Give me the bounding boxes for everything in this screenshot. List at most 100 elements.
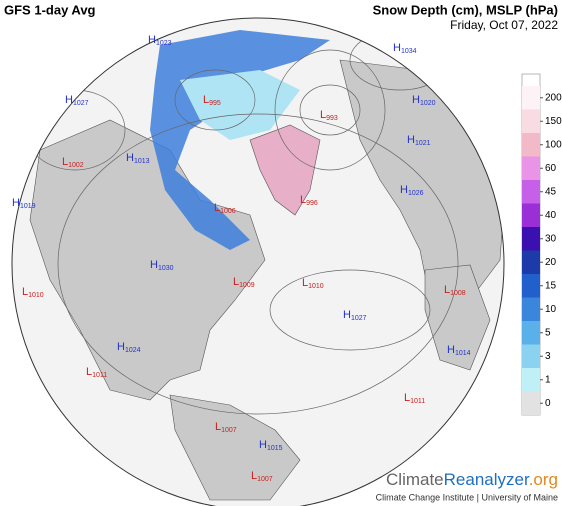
isobar bbox=[269, 269, 431, 351]
center-letter: H bbox=[126, 152, 134, 164]
colorbar-label: 20 bbox=[545, 257, 557, 268]
pressure-center: L995 bbox=[203, 94, 221, 107]
pressure-center: L1007 bbox=[215, 421, 237, 434]
greenland bbox=[249, 124, 321, 216]
colorbar-label: 3 bbox=[545, 351, 551, 362]
logo-part: .org bbox=[529, 470, 558, 489]
pressure-center: L1007 bbox=[251, 470, 273, 483]
logo-part: Reanalyzer bbox=[444, 470, 530, 489]
center-letter: L bbox=[62, 156, 68, 168]
pressure-center: H1021 bbox=[407, 134, 431, 147]
colorbar-label: 45 bbox=[545, 186, 557, 197]
center-value: 1009 bbox=[239, 282, 255, 289]
pressure-center: L1011 bbox=[86, 366, 107, 379]
center-letter: L bbox=[86, 366, 92, 378]
center-value: 1027 bbox=[73, 100, 89, 107]
colorbar-label: 40 bbox=[545, 210, 557, 221]
right-title: Snow Depth (cm), MSLP (hPa) bbox=[373, 2, 558, 17]
colorbar-label: 100 bbox=[545, 139, 562, 150]
colorbar-swatch bbox=[522, 391, 540, 415]
pressure-center: L1010 bbox=[302, 277, 324, 290]
isobar bbox=[57, 113, 459, 415]
colorbar-swatch bbox=[522, 250, 540, 274]
center-value: 1021 bbox=[415, 140, 431, 147]
pressure-center: L1006 bbox=[214, 202, 236, 215]
center-value: 1019 bbox=[20, 203, 36, 210]
center-value: 1007 bbox=[221, 427, 237, 434]
colorbar-swatch bbox=[522, 227, 540, 251]
logo-subtitle: Climate Change Institute | University of… bbox=[376, 492, 558, 502]
colorbar-swatch bbox=[522, 156, 540, 180]
center-letter: H bbox=[117, 341, 125, 353]
center-value: 1011 bbox=[410, 398, 425, 405]
center-letter: L bbox=[320, 109, 326, 121]
pressure-center: L1009 bbox=[233, 276, 255, 289]
center-value: 995 bbox=[209, 100, 221, 107]
center-value: 1034 bbox=[401, 48, 417, 55]
pressure-center: H1014 bbox=[447, 344, 471, 357]
colorbar-label: 200 bbox=[545, 92, 562, 103]
pressure-center: L1008 bbox=[444, 284, 466, 297]
pressure-center: H1026 bbox=[400, 184, 424, 197]
center-letter: H bbox=[12, 197, 20, 209]
colorbar-swatch bbox=[522, 368, 540, 392]
center-letter: H bbox=[150, 259, 158, 271]
center-letter: L bbox=[251, 470, 257, 482]
center-letter: L bbox=[404, 392, 410, 404]
center-value: 1030 bbox=[158, 265, 174, 272]
pressure-center: L1002 bbox=[62, 156, 84, 169]
colorbar-label: 30 bbox=[545, 233, 557, 244]
center-value: 1024 bbox=[125, 347, 141, 354]
center-value: 1015 bbox=[267, 445, 283, 452]
colorbar-swatch bbox=[522, 274, 540, 298]
colorbar-label: 1 bbox=[545, 374, 551, 385]
center-value: 1014 bbox=[455, 350, 471, 357]
pressure-center: L996 bbox=[300, 194, 318, 207]
center-value: 993 bbox=[326, 115, 338, 122]
colorbar-swatch bbox=[522, 133, 540, 157]
colorbar-label: 150 bbox=[545, 116, 562, 127]
center-letter: L bbox=[302, 277, 308, 289]
center-value: 996 bbox=[306, 200, 318, 207]
colorbar-swatch bbox=[522, 344, 540, 368]
pressure-center: H1019 bbox=[12, 197, 36, 210]
center-value: 1011 bbox=[92, 372, 107, 379]
center-letter: L bbox=[22, 286, 28, 298]
center-value: 1020 bbox=[420, 100, 436, 107]
colorbar-swatch bbox=[522, 297, 540, 321]
colorbar-swatch bbox=[522, 203, 540, 227]
pressure-center: H1023 bbox=[148, 34, 172, 47]
center-letter: L bbox=[233, 276, 239, 288]
light-snow bbox=[180, 70, 300, 140]
africa bbox=[424, 264, 491, 371]
colorbar-label: 5 bbox=[545, 327, 551, 338]
center-value: 1002 bbox=[68, 162, 84, 169]
center-letter: H bbox=[259, 439, 267, 451]
center-value: 1026 bbox=[408, 190, 424, 197]
isobar bbox=[174, 69, 256, 131]
center-value: 1010 bbox=[28, 292, 44, 299]
pressure-center: H1034 bbox=[393, 42, 417, 55]
center-letter: H bbox=[393, 42, 401, 54]
pressure-center: L993 bbox=[320, 109, 338, 122]
colorbar-label: 10 bbox=[545, 304, 557, 315]
center-value: 1013 bbox=[134, 158, 150, 165]
center-letter: H bbox=[343, 309, 351, 321]
center-letter: L bbox=[444, 284, 450, 296]
colorbar-swatch bbox=[522, 109, 540, 133]
pressure-center: L1010 bbox=[22, 286, 44, 299]
colorbar-swatch bbox=[522, 180, 540, 204]
pressure-center: H1020 bbox=[412, 94, 436, 107]
center-value: 1008 bbox=[450, 290, 466, 297]
center-letter: H bbox=[148, 34, 156, 46]
colorbar-label: 15 bbox=[545, 280, 557, 291]
colorbar-swatch bbox=[522, 86, 540, 110]
colorbar-swatch bbox=[522, 321, 540, 345]
colorbar-label: 0 bbox=[545, 398, 551, 409]
pressure-center: H1027 bbox=[343, 309, 367, 322]
north-america bbox=[29, 119, 266, 401]
pressure-center: H1030 bbox=[150, 259, 174, 272]
colorbar-label: 60 bbox=[545, 163, 557, 174]
center-letter: H bbox=[400, 184, 408, 196]
